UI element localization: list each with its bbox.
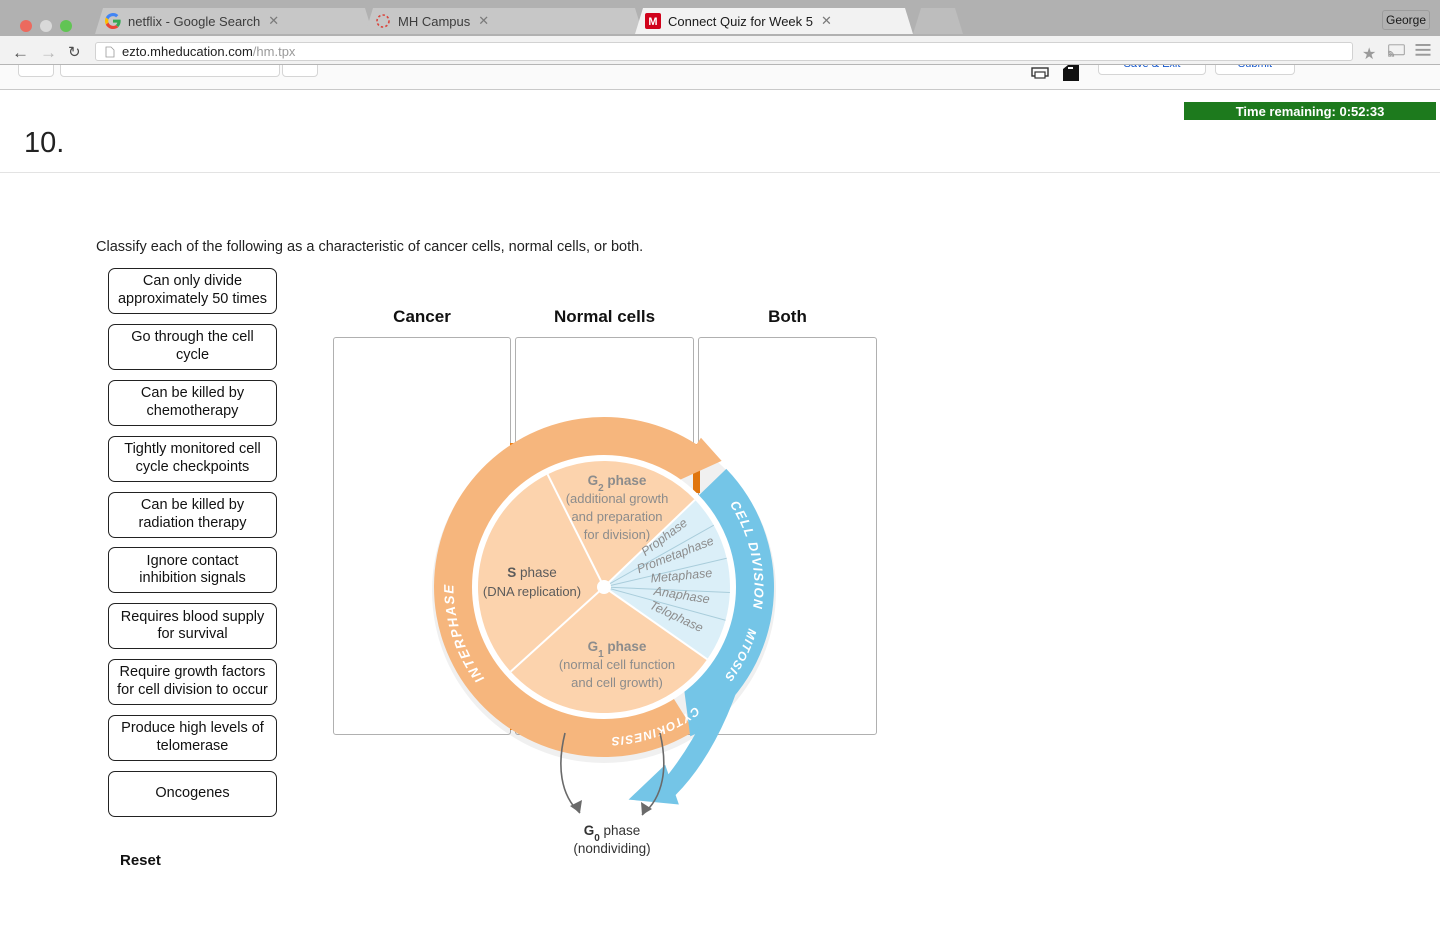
svg-text:(nondividing): (nondividing) xyxy=(573,841,650,856)
svg-text:(normal cell function: (normal cell function xyxy=(559,657,675,672)
svg-text:M: M xyxy=(648,16,657,28)
svg-text:(DNA replication): (DNA replication) xyxy=(483,584,581,599)
svg-text:and cell growth): and cell growth) xyxy=(571,675,663,690)
svg-text:and preparation: and preparation xyxy=(571,509,662,524)
svg-text:for division): for division) xyxy=(584,527,650,542)
svg-text:(additional growth: (additional growth xyxy=(566,491,669,506)
svg-text:S phase: S phase xyxy=(507,565,557,580)
